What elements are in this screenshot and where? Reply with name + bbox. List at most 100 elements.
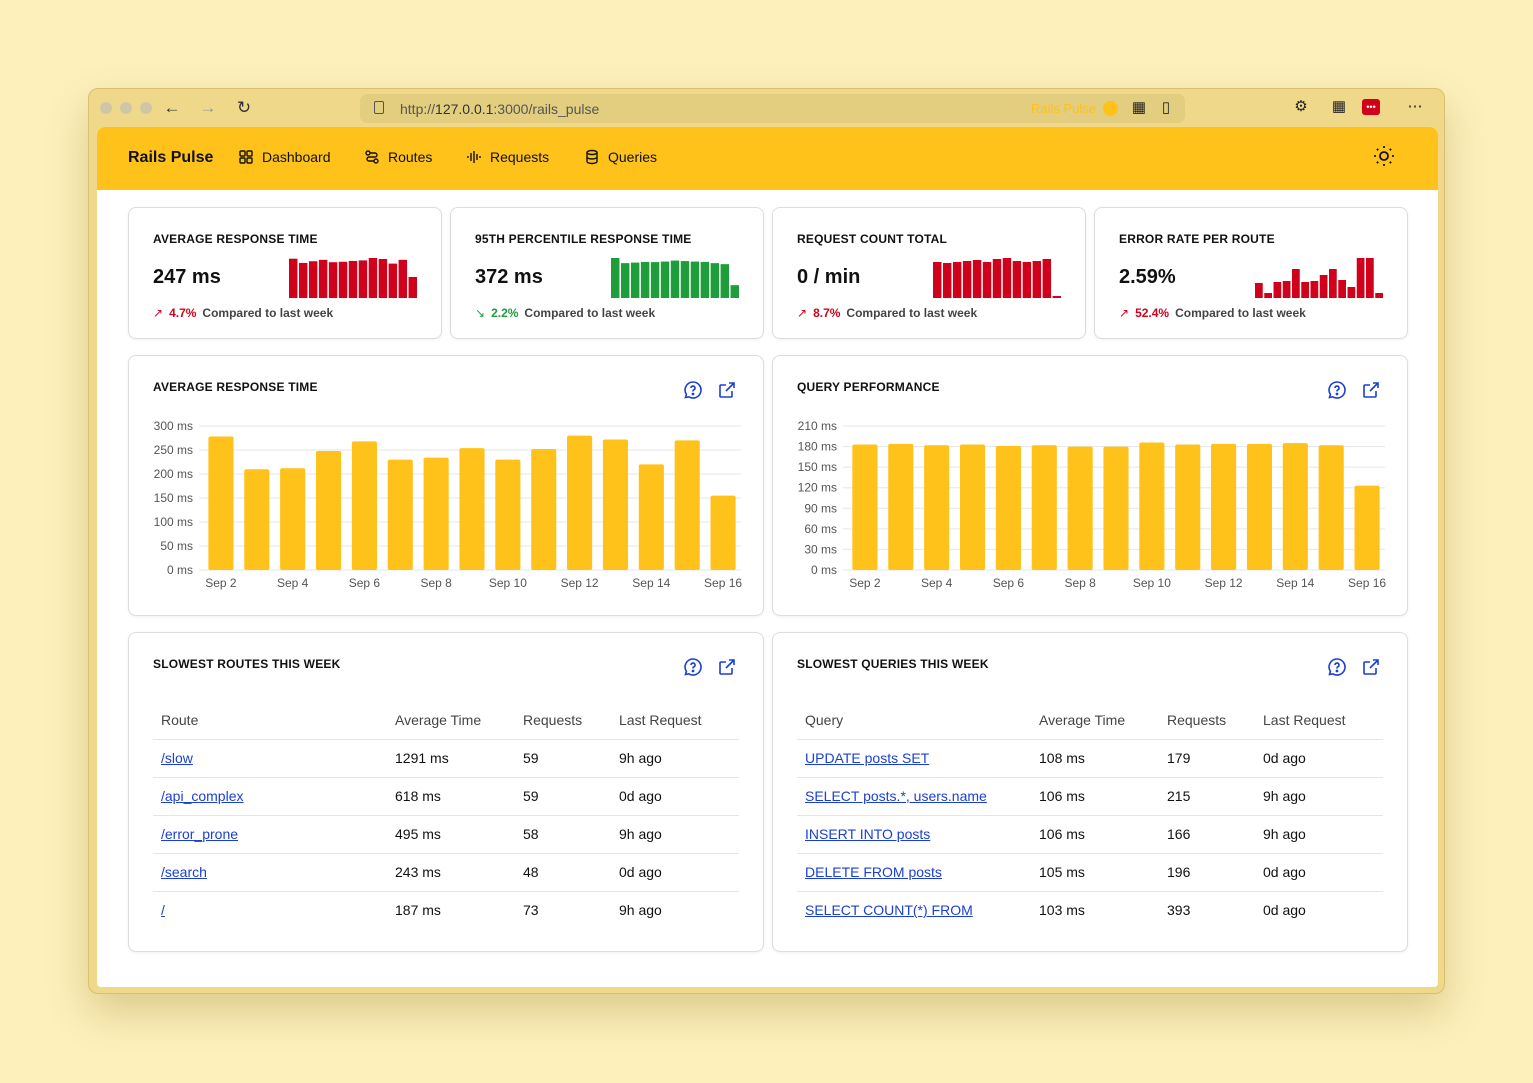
nav-requests[interactable]: Requests [466,149,549,165]
chart-bar[interactable] [1139,442,1165,570]
extensions-icon[interactable]: ⚙ [1294,98,1308,115]
nav-queries[interactable]: Queries [584,149,657,165]
query-link[interactable]: DELETE FROM posts [805,864,942,880]
chart-bar[interactable] [674,440,700,570]
browser-toolbar: ← → ↻ http://127.0.0.1:3000/rails_pulse … [89,89,1444,127]
reload-icon[interactable]: ↻ [236,98,252,117]
sparkline-bar [348,260,358,298]
chart-bar[interactable] [387,459,413,570]
chart-bar[interactable] [1031,445,1057,570]
chart-bar[interactable] [888,443,914,570]
chart-bar[interactable] [995,445,1021,570]
column-header[interactable]: Route [153,701,387,740]
nav-routes[interactable]: Routes [364,149,432,165]
help-button[interactable] [1327,380,1347,400]
help-button[interactable] [683,657,703,677]
average-time-cell: 618 ms [387,777,515,816]
apps-icon[interactable]: ▦ [1331,98,1347,115]
chart-bar[interactable] [423,457,449,570]
help-button[interactable] [683,380,703,400]
help-circle-icon [1328,381,1346,399]
chart-bar[interactable] [459,448,485,570]
query-cell: SELECT posts.*, users.name [797,777,1031,816]
route-link[interactable]: /search [161,864,207,880]
chart-bar[interactable] [567,435,593,570]
chart-bar[interactable] [315,450,342,570]
chart-bar[interactable] [638,464,664,570]
brand-logo[interactable]: Rails Pulse [128,149,214,166]
sparkline-bar [368,258,378,298]
column-header[interactable]: Query [797,701,1031,740]
column-header[interactable]: Last Request [1255,701,1383,740]
metric-card-request-count: REQUEST COUNT TOTAL 0 / min ↗ 8.7% Compa… [772,207,1086,339]
sparkline-bar [992,259,1002,298]
metric-change: 52.4% [1135,306,1170,320]
window-close-button[interactable] [100,102,112,114]
open-external-button[interactable] [717,657,737,677]
chart-bar[interactable] [244,469,270,570]
sparkline-bar [730,285,739,298]
chart-bar[interactable] [1067,446,1093,570]
chart-bar[interactable] [1354,485,1380,570]
column-header[interactable]: Average Time [387,701,515,740]
sparkline-bar [1273,282,1282,298]
route-link[interactable]: /slow [161,750,193,766]
table-row: INSERT INTO posts 106 ms 166 9h ago [797,815,1383,854]
chart-bar[interactable] [351,441,377,570]
metric-compare: Compared to last week [846,306,978,320]
forward-icon[interactable]: → [199,98,217,117]
query-link[interactable]: INSERT INTO posts [805,826,931,842]
route-link[interactable]: / [161,902,165,919]
database-icon [586,149,598,165]
query-link[interactable]: SELECT COUNT(*) FROM [805,902,973,919]
bookmark-icon[interactable]: ▯ [1161,99,1171,116]
sparkline-bar [611,258,620,298]
chart-bar[interactable] [280,468,306,570]
chart-bar[interactable] [531,449,557,570]
card-actions [1327,380,1381,400]
chart-bar[interactable] [1246,443,1273,570]
window-minimize-button[interactable] [120,102,132,114]
column-header[interactable]: Requests [515,701,611,740]
chart-bar[interactable] [1103,446,1129,570]
extension-dot-icon[interactable] [1103,101,1118,116]
chart-bar[interactable] [208,436,234,570]
chart-bar[interactable] [852,444,878,570]
y-tick-label: 210 ms [798,419,837,433]
metric-value: 2.59% [1119,266,1176,288]
chart-bar[interactable] [495,459,521,570]
column-header[interactable]: Last Request [611,701,739,740]
column-header[interactable]: Average Time [1031,701,1159,740]
open-external-button[interactable] [717,380,737,400]
chart-bar[interactable] [1175,444,1201,570]
more-menu-icon[interactable]: ⋯ [1407,98,1423,115]
nav-dashboard[interactable]: Dashboard [238,149,331,165]
query-link[interactable]: UPDATE posts SET [805,750,930,766]
route-link[interactable]: /error_prone [161,826,239,842]
column-header[interactable]: Requests [1159,701,1255,740]
back-icon[interactable]: ← [163,98,181,117]
qr-code-icon[interactable]: ▦ [1131,99,1147,116]
query-link[interactable]: SELECT posts.*, users.name [805,788,987,804]
sparkline-bar [408,276,417,298]
open-external-button[interactable] [1361,380,1381,400]
password-manager-icon[interactable]: ••• [1362,99,1380,115]
window-zoom-button[interactable] [140,102,152,114]
address-bar[interactable]: http://127.0.0.1:3000/rails_pulse Rails … [360,94,1185,123]
chart-bar[interactable] [710,495,736,570]
open-external-button[interactable] [1361,657,1381,677]
chart-bar[interactable] [1211,443,1237,570]
theme-toggle-button[interactable] [1372,144,1396,168]
sparkline-bar [982,262,992,298]
chart-bar[interactable] [924,445,950,570]
query-cell: INSERT INTO posts [797,815,1031,854]
last-request-cell: 0d ago [1255,739,1383,778]
chart-bar[interactable] [1282,443,1308,570]
chart-bar[interactable] [602,439,629,570]
chart-bar[interactable] [959,444,986,570]
sparkline-bar [1255,283,1263,298]
chart-bar[interactable] [1318,445,1344,570]
route-link[interactable]: /api_complex [161,788,244,804]
table-row: /search 243 ms 48 0d ago [153,853,739,892]
help-button[interactable] [1327,657,1347,677]
